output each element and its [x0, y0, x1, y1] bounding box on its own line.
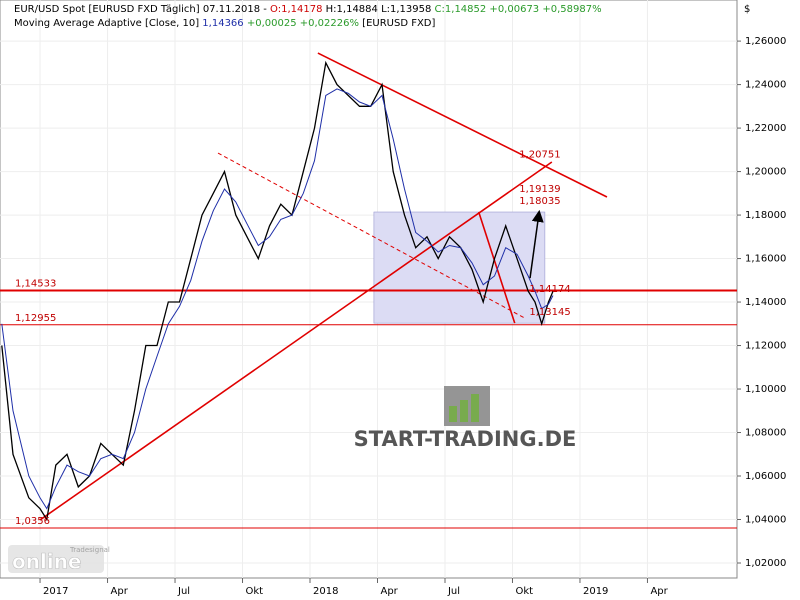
logo-text: online [12, 550, 82, 574]
header-line-1: EUR/USD Spot [EURUSD FXD Täglich] 07.11.… [14, 4, 602, 15]
zone [373, 211, 546, 324]
y-tick-label: 1,18000 [745, 210, 786, 221]
trendline [39, 161, 553, 521]
logo-bar [449, 406, 457, 422]
h: L:1,13958 [378, 4, 431, 15]
x-tick-label: Jul [447, 586, 460, 597]
x-tick-label: 2019 [583, 586, 608, 597]
logo-bg [8, 545, 104, 573]
h: C:1,14852 +0,00673 +0,58987% [431, 4, 601, 15]
annotation: 1,19139 [519, 184, 560, 195]
y-tick-label: 1,04000 [745, 515, 786, 526]
currency: $ [744, 4, 750, 15]
x-tick-label: Jul [177, 586, 190, 597]
series-line [1, 60, 554, 522]
x-tick-label: Okt [515, 586, 533, 597]
logo-bar [471, 394, 479, 422]
h: [EURUSD FXD] [359, 18, 436, 29]
h: EUR/USD Spot [EURUSD FXD Täglich] 07.11.… [14, 4, 270, 15]
annotation: 1,13145 [529, 307, 570, 318]
trendline [477, 211, 516, 324]
watermark: START-TRADING.DE [354, 427, 577, 451]
x-tick-label: 2018 [313, 586, 338, 597]
logo-bar [460, 400, 468, 422]
y-tick-label: 1,16000 [745, 254, 786, 265]
annotation: 1,18035 [519, 196, 560, 207]
x-tick-label: 2017 [43, 586, 68, 597]
y-tick-label: 1,20000 [745, 167, 786, 178]
h: O:1,14178 [270, 4, 322, 15]
y-tick-label: 1,26000 [745, 36, 786, 47]
y-tick-label: 1,24000 [745, 80, 786, 91]
y-tick-label: 1,06000 [745, 471, 786, 482]
annotation: 1,20751 [519, 149, 560, 160]
annotation: 1,14174 [529, 284, 570, 295]
series-line [1, 88, 554, 510]
arrow [529, 209, 544, 279]
x-tick-label: Apr [650, 586, 668, 597]
horizontal-line-label: 1,14533 [15, 278, 56, 289]
x-tick-label: Okt [246, 586, 264, 597]
x-tick-label: Apr [380, 586, 398, 597]
trendline [217, 152, 526, 319]
y-tick-label: 1,12000 [745, 341, 786, 352]
horizontal-line-label: 1,12955 [15, 313, 56, 324]
trendline [317, 52, 608, 198]
h: Moving Average Adaptive [Close, 10] [14, 18, 202, 29]
logo-small: Tradesignal [69, 546, 110, 554]
x-tick-label: Apr [111, 586, 129, 597]
plot-area [0, 0, 738, 579]
h: H:1,14884 [322, 4, 377, 15]
y-tick-label: 1,14000 [745, 297, 786, 308]
y-tick-label: 1,08000 [745, 428, 786, 439]
header-line-2: Moving Average Adaptive [Close, 10] 1,14… [14, 18, 435, 29]
y-tick-label: 1,10000 [745, 384, 786, 395]
h: +0,00025 +0,02226% [244, 18, 359, 29]
y-tick-label: 1,22000 [745, 123, 786, 134]
h: 1,14366 [202, 18, 243, 29]
y-tick-label: 1,02000 [745, 558, 786, 569]
horizontal-line-label: 1,0356 [15, 516, 50, 527]
